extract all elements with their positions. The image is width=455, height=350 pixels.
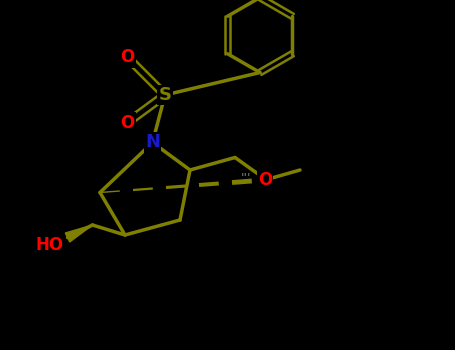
Text: O: O	[121, 49, 135, 66]
Text: ''': '''	[241, 172, 251, 185]
Text: HO: HO	[36, 236, 64, 254]
Text: S: S	[158, 86, 172, 104]
Polygon shape	[65, 225, 92, 242]
Text: N: N	[145, 133, 160, 152]
Text: O: O	[258, 171, 272, 189]
Text: O: O	[121, 113, 135, 132]
